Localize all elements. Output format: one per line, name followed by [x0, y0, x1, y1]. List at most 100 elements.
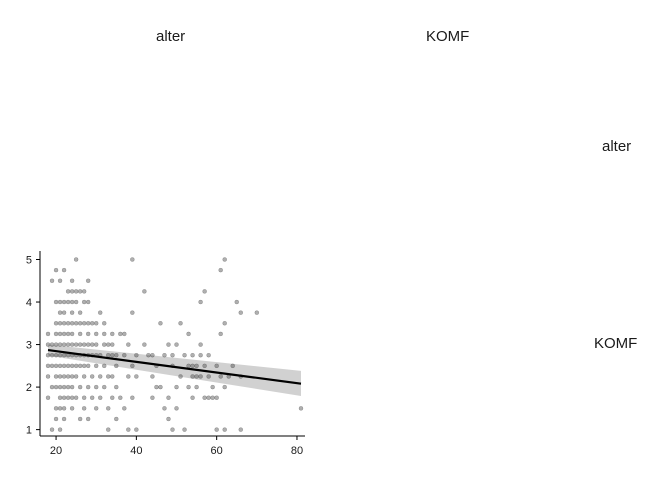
x-tick-label: 60	[211, 445, 223, 457]
data-point	[97, 374, 103, 379]
data-point	[61, 363, 67, 369]
data-point	[81, 374, 87, 379]
data-point	[61, 416, 67, 422]
data-point	[65, 374, 71, 379]
data-point	[73, 395, 79, 400]
data-point	[154, 384, 159, 390]
data-point	[210, 384, 215, 390]
data-point	[170, 427, 175, 432]
data-point	[81, 363, 87, 369]
data-point	[206, 374, 211, 379]
data-point	[73, 321, 79, 326]
data-point	[53, 384, 59, 390]
data-point	[81, 406, 87, 411]
data-point	[134, 427, 139, 432]
data-point	[198, 352, 203, 358]
data-point	[85, 384, 91, 390]
x-tick-label: 80	[291, 445, 303, 457]
data-point	[186, 331, 191, 337]
data-point	[49, 342, 55, 347]
data-point	[85, 416, 91, 422]
data-point	[53, 416, 59, 422]
data-point	[89, 395, 95, 400]
data-point	[206, 352, 211, 358]
data-point	[162, 406, 167, 411]
data-point	[57, 321, 63, 326]
data-point	[73, 374, 79, 379]
data-point	[166, 342, 171, 347]
data-point	[101, 363, 107, 369]
y-tick-label: 5	[26, 255, 32, 267]
data-point	[254, 310, 260, 315]
data-point	[166, 416, 171, 422]
data-point	[53, 331, 59, 337]
data-point	[81, 299, 87, 305]
data-point	[190, 352, 195, 358]
data-point	[45, 374, 51, 379]
data-point	[77, 416, 83, 422]
data-point	[69, 363, 75, 369]
data-point	[174, 342, 179, 347]
data-point	[214, 395, 219, 400]
data-point	[69, 321, 75, 326]
data-point	[101, 321, 107, 326]
data-point	[110, 342, 115, 347]
data-point	[162, 352, 167, 358]
x-tick-label: 20	[50, 445, 62, 457]
data-point	[166, 395, 171, 400]
data-point	[61, 342, 67, 347]
data-point	[182, 352, 187, 358]
data-point	[222, 257, 227, 262]
data-point	[222, 427, 227, 432]
data-point	[69, 278, 75, 284]
data-point	[114, 384, 119, 390]
data-point	[126, 427, 131, 432]
data-point	[194, 384, 199, 390]
confidence-band	[48, 344, 301, 397]
data-point	[77, 363, 83, 369]
data-point	[118, 331, 123, 337]
data-point	[65, 363, 71, 369]
data-point	[122, 352, 127, 358]
data-point	[49, 278, 55, 284]
data-point	[53, 374, 59, 379]
data-point	[210, 395, 215, 400]
data-point	[190, 363, 195, 369]
data-point	[222, 321, 227, 326]
data-point	[134, 352, 139, 358]
data-point	[65, 289, 71, 294]
data-point	[77, 321, 83, 326]
data-point	[202, 363, 207, 369]
data-point	[130, 310, 135, 315]
data-point	[106, 406, 111, 411]
data-point	[69, 395, 75, 400]
data-point	[69, 406, 75, 411]
data-point	[194, 363, 199, 369]
data-point	[61, 374, 67, 379]
data-point	[61, 395, 67, 400]
data-point	[53, 321, 59, 326]
data-point	[53, 342, 59, 347]
data-point	[57, 342, 63, 347]
data-point	[130, 363, 135, 369]
y-tick-label: 2	[26, 382, 32, 394]
data-point	[49, 384, 55, 390]
data-point	[122, 331, 127, 337]
data-point	[69, 310, 75, 315]
data-point	[206, 395, 211, 400]
data-point	[158, 321, 163, 326]
data-point	[174, 384, 179, 390]
data-point	[126, 342, 131, 347]
data-point	[158, 384, 163, 390]
data-point	[101, 342, 107, 347]
data-point	[174, 406, 179, 411]
data-point	[85, 321, 91, 326]
data-point	[146, 352, 151, 358]
data-point	[170, 352, 175, 358]
data-point	[69, 374, 75, 379]
data-point	[190, 374, 195, 379]
data-point	[194, 374, 199, 379]
data-point	[110, 395, 115, 400]
data-point	[222, 384, 227, 390]
x-tick-label: 40	[130, 445, 142, 457]
